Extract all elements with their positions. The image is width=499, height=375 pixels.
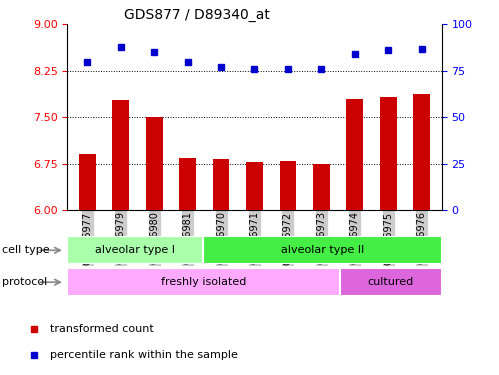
Bar — [213, 159, 230, 210]
Bar — [79, 154, 96, 210]
Bar — [246, 162, 263, 210]
Bar — [413, 94, 430, 210]
Text: alveolar type I: alveolar type I — [95, 245, 176, 255]
Text: GDS877 / D89340_at: GDS877 / D89340_at — [123, 8, 269, 22]
Bar — [313, 164, 330, 210]
Bar — [279, 161, 296, 210]
Bar — [346, 99, 363, 210]
Text: freshly isolated: freshly isolated — [161, 277, 246, 287]
Bar — [146, 117, 163, 210]
Bar — [67, 268, 339, 296]
Text: protocol: protocol — [2, 277, 48, 287]
Text: cell type: cell type — [2, 245, 50, 255]
Bar — [339, 268, 442, 296]
Bar — [204, 236, 442, 264]
Text: cultured: cultured — [367, 277, 414, 287]
Text: alveolar type II: alveolar type II — [281, 245, 364, 255]
Text: percentile rank within the sample: percentile rank within the sample — [50, 350, 238, 360]
Bar — [112, 100, 129, 210]
Text: transformed count: transformed count — [50, 324, 153, 334]
Bar — [380, 97, 397, 210]
Bar — [179, 158, 196, 210]
Bar — [67, 236, 204, 264]
